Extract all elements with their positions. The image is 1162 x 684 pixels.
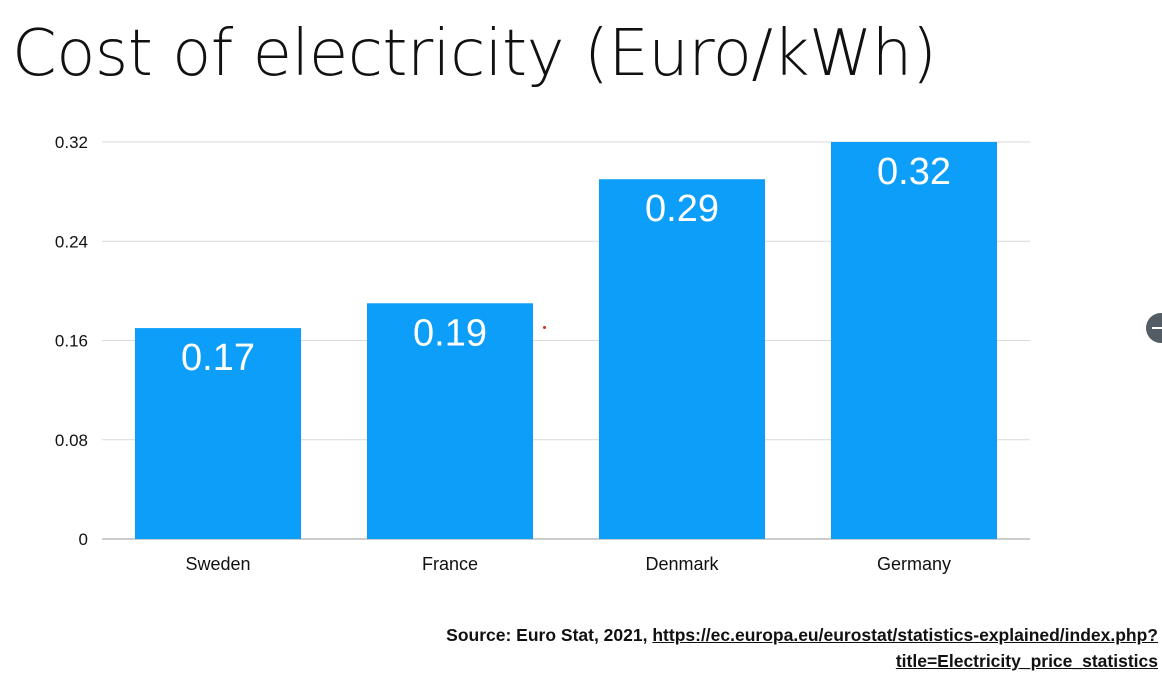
- y-tick-label: 0: [79, 530, 88, 549]
- y-tick-label: 0.32: [55, 133, 88, 152]
- source-link-line2[interactable]: title=Electricity_price_statistics: [895, 651, 1158, 671]
- bar-chart: 0 0.08 0.16 0.24 0.32 0.17 0.19 0.29 0.32 Swede…: [55, 133, 1030, 574]
- bar-sweden: [135, 328, 301, 539]
- y-tick-label: 0.16: [55, 332, 88, 351]
- x-axis-ticks: Sweden France Denmark Germany: [185, 554, 951, 574]
- chart-title: Cost of electricity (Euro/kWh): [12, 17, 937, 91]
- bar-denmark: [599, 179, 765, 539]
- source-link-line1[interactable]: https://ec.europa.eu/eurostat/statistics…: [652, 625, 1158, 645]
- source-note: Source: Euro Stat, 2021, https://ec.euro…: [446, 622, 1158, 674]
- side-control-button[interactable]: [1146, 313, 1162, 343]
- x-tick-label: Denmark: [645, 554, 719, 574]
- x-tick-label: France: [422, 554, 478, 574]
- x-tick-label: Germany: [877, 554, 951, 574]
- bar-germany: [831, 142, 997, 539]
- data-label: 0.29: [645, 188, 719, 230]
- bar-france: [367, 303, 533, 539]
- data-label: 0.19: [413, 312, 487, 354]
- y-tick-label: 0.24: [55, 232, 88, 251]
- x-tick-label: Sweden: [185, 554, 250, 574]
- bars: 0.17 0.19 0.29 0.32: [135, 142, 997, 539]
- y-tick-label: 0.08: [55, 431, 88, 450]
- pointer-dot: [543, 326, 546, 329]
- data-label: 0.17: [181, 337, 255, 379]
- y-axis-ticks: 0 0.08 0.16 0.24 0.32: [55, 133, 88, 549]
- source-prefix: Source: Euro Stat, 2021,: [446, 625, 653, 645]
- data-label: 0.32: [877, 151, 951, 193]
